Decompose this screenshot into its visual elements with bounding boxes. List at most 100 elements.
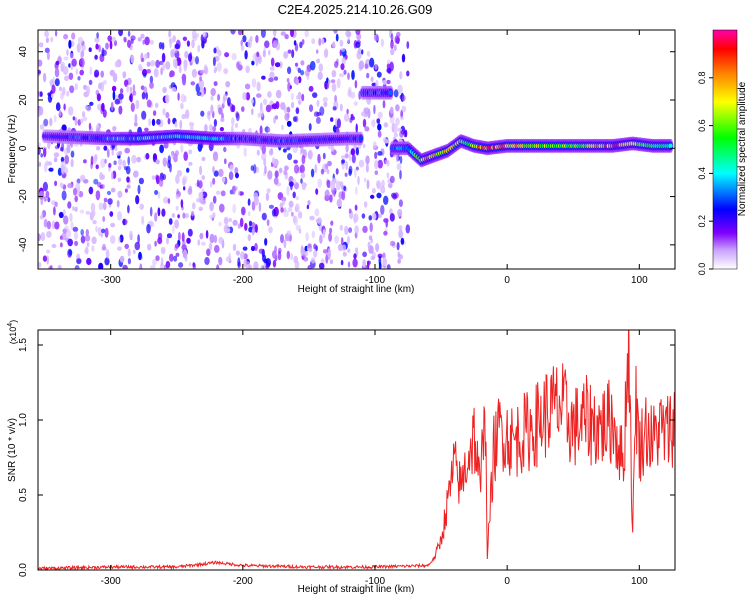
- heat-noise-cell: [351, 154, 356, 164]
- heat-noise-cell: [363, 177, 367, 183]
- heat-noise-cell: [190, 81, 196, 86]
- heat-noise-cell: [327, 248, 332, 258]
- snr-frame: [37, 329, 676, 571]
- heat-noise-cell: [74, 206, 78, 212]
- heat-noise-cell: [64, 75, 69, 82]
- heat-noise-cell: [127, 258, 131, 265]
- heat-noise-cell: [124, 147, 130, 154]
- heat-noise-cell: [90, 155, 94, 166]
- heat-noise-cell: [45, 249, 51, 254]
- x-tick-label: 100: [631, 275, 648, 286]
- heat-noise-cell: [261, 144, 266, 155]
- heat-noise-cell: [315, 188, 319, 195]
- heat-noise-cell: [324, 48, 329, 58]
- heat-noise-cell: [320, 168, 325, 175]
- heat-noise-cell: [126, 84, 129, 94]
- heat-noise-cell: [50, 36, 54, 43]
- heat-noise-cell: [42, 72, 47, 83]
- colorbar-tick-label: 0.8: [697, 72, 707, 85]
- spectrogram-x-ticks: -300 -200 -100 0 100: [101, 30, 648, 286]
- heat-noise-cell: [361, 49, 364, 55]
- heat-noise-cell: [286, 185, 290, 196]
- heat-noise-cell: [208, 242, 213, 251]
- heat-noise-cell: [62, 215, 69, 225]
- heat-noise-cell: [268, 204, 274, 209]
- heat-noise-cell: [128, 95, 132, 101]
- heat-noise-cell: [383, 218, 389, 223]
- heat-noise-cell: [63, 33, 69, 40]
- heat-noise-cell: [331, 83, 337, 92]
- heat-noise-cell: [106, 148, 110, 158]
- heat-noise-cell: [397, 251, 401, 257]
- heat-noise-cell: [313, 250, 318, 258]
- y-tick-label: 1.0: [18, 413, 29, 427]
- heat-noise-cell: [175, 205, 179, 211]
- heat-noise-cell: [126, 184, 131, 189]
- heat-noise-cell: [363, 201, 368, 208]
- heat-noise-cell: [399, 116, 405, 121]
- heat-noise-cell: [199, 165, 203, 176]
- heat-noise-cell: [332, 106, 337, 111]
- heat-noise-cell: [329, 227, 333, 234]
- heat-noise-cell: [316, 49, 319, 54]
- heat-noise-cell: [127, 248, 131, 257]
- heat-noise-cell: [79, 209, 85, 214]
- heat-noise-cell: [180, 93, 186, 103]
- heat-noise-cell: [132, 84, 136, 92]
- heat-noise-cell: [251, 108, 254, 116]
- y-tick-label: 40: [18, 46, 29, 58]
- heat-noise-cell: [355, 123, 358, 134]
- heat-noise-cell: [170, 49, 175, 58]
- heat-noise-cell: [366, 260, 370, 269]
- heat-noise-cell: [228, 171, 234, 181]
- heat-noise-cell: [400, 109, 404, 119]
- heat-noise-cell: [197, 239, 201, 246]
- heat-noise-cell: [201, 241, 206, 246]
- heat-noise-cell: [332, 41, 336, 48]
- heat-noise-cell: [123, 38, 127, 43]
- heat-noise-cell: [111, 36, 116, 42]
- heat-noise-cell: [40, 232, 46, 241]
- heat-noise-cell: [307, 149, 313, 160]
- heat-noise-cell: [38, 91, 41, 97]
- heat-noise-cell: [307, 264, 312, 269]
- heat-noise-cell: [181, 232, 185, 242]
- heat-noise-cell: [218, 256, 223, 266]
- heat-noise-cell: [96, 146, 101, 151]
- heat-noise-cell: [228, 217, 232, 223]
- heat-noise-cell: [85, 246, 89, 255]
- heat-noise-cell: [100, 70, 104, 78]
- heat-noise-cell: [406, 70, 410, 77]
- x-tick-label: -300: [101, 576, 121, 587]
- heat-noise-cell: [194, 33, 200, 38]
- heat-noise-cell: [383, 195, 389, 205]
- heat-noise-cell: [376, 71, 382, 78]
- heat-noise-cell: [311, 38, 316, 45]
- heat-band-core: [358, 136, 363, 142]
- heat-noise-cell: [347, 36, 350, 44]
- heat-noise-cell: [262, 50, 266, 58]
- heat-noise-cell: [369, 57, 375, 68]
- heat-noise-cell: [243, 259, 247, 268]
- heat-noise-cell: [389, 213, 395, 222]
- heat-noise-cell: [54, 67, 60, 78]
- heat-noise-cell: [139, 263, 143, 269]
- heat-noise-cell: [221, 176, 226, 183]
- heat-noise-cell: [210, 95, 214, 101]
- heat-noise-cell: [235, 250, 240, 256]
- heat-noise-cell: [313, 111, 320, 117]
- heat-noise-cell: [224, 52, 230, 58]
- heat-noise-cell: [280, 234, 284, 244]
- heat-noise-cell: [266, 188, 271, 194]
- heat-noise-cell: [53, 157, 58, 163]
- heat-noise-cell: [362, 143, 366, 149]
- heat-noise-cell: [127, 204, 130, 214]
- heat-noise-cell: [117, 211, 122, 221]
- heat-noise-cell: [74, 117, 78, 126]
- heat-noise-cell: [182, 36, 188, 41]
- heat-noise-cell: [326, 169, 330, 175]
- heat-noise-cell: [232, 203, 237, 214]
- heat-noise-cell: [341, 159, 346, 164]
- heat-noise-cell: [350, 148, 355, 156]
- heat-noise-cell: [49, 264, 53, 269]
